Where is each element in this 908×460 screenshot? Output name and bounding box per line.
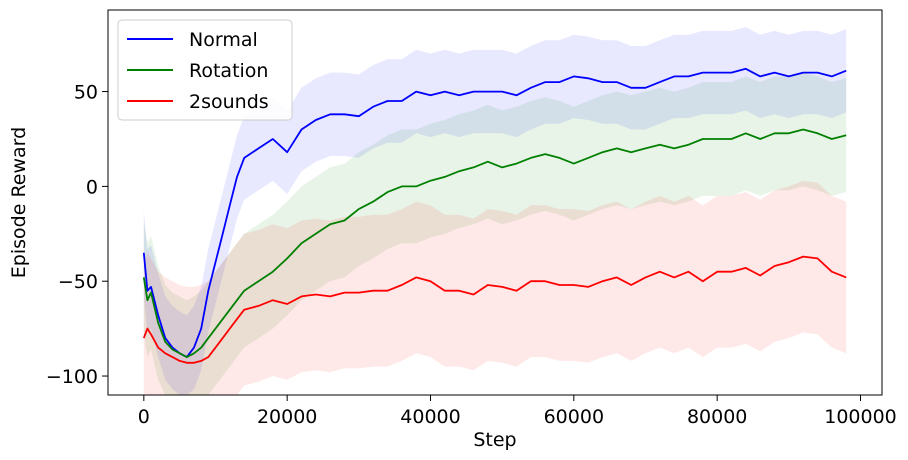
x-tick-label: 80000 [687, 406, 747, 428]
y-tick-label: 0 [86, 176, 98, 198]
y-axis-ticks: 50 0 −50 −100 [46, 82, 108, 388]
legend-label: Normal [189, 29, 258, 51]
y-axis-label: Episode Reward [8, 127, 30, 278]
legend-label: 2sounds [189, 91, 269, 113]
series-band [143, 72, 847, 395]
series-band [143, 180, 847, 395]
plot-frame [107, 9, 883, 396]
legend: Normal Rotation 2sounds [117, 19, 293, 121]
series-line [142, 67, 847, 359]
x-axis-label: Step [473, 429, 516, 451]
legend-box [117, 19, 293, 121]
y-tick-label: −50 [58, 271, 98, 293]
series-lines [142, 67, 847, 364]
series-line [142, 255, 847, 364]
series-line [142, 128, 847, 359]
x-tick-label: 20000 [257, 406, 317, 428]
x-tick-label: 0 [138, 406, 150, 428]
x-tick-label: 100000 [824, 406, 897, 428]
x-tick-label: 60000 [544, 406, 604, 428]
x-axis-ticks: 0 20000 40000 60000 80000 100000 [138, 395, 897, 428]
y-tick-label: 50 [74, 82, 98, 104]
y-tick-label: −100 [46, 366, 98, 388]
x-tick-label: 40000 [400, 406, 460, 428]
legend-label: Rotation [189, 60, 268, 82]
